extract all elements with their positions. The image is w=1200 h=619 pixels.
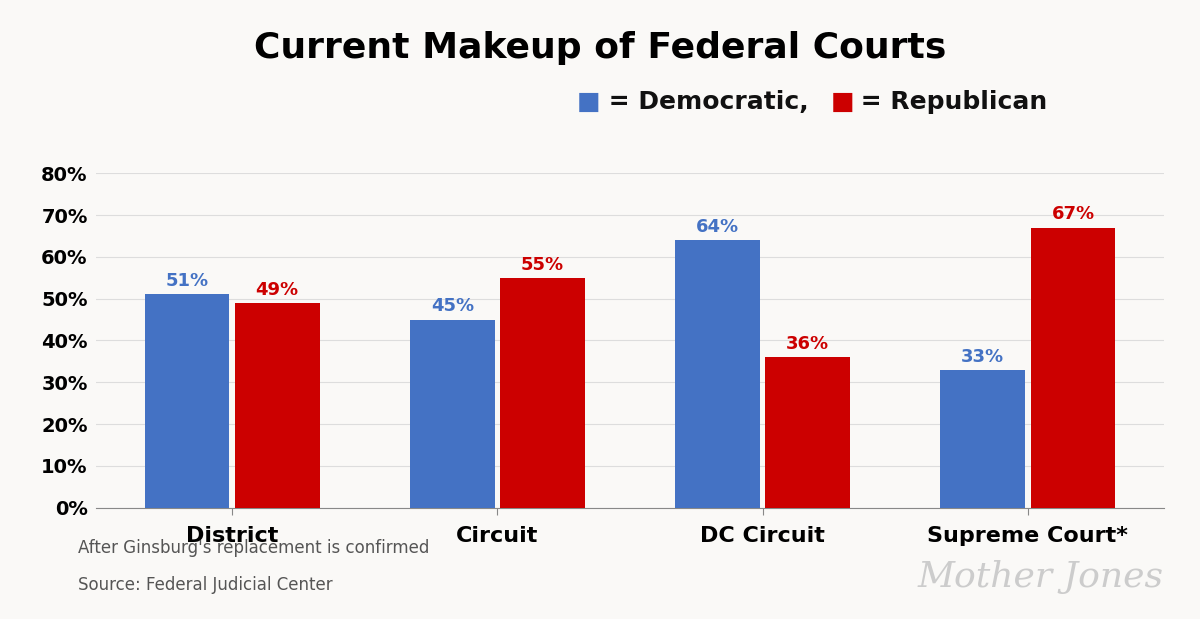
Bar xyxy=(1031,228,1116,508)
Text: 33%: 33% xyxy=(961,347,1004,365)
Bar xyxy=(676,240,760,508)
Text: 55%: 55% xyxy=(521,256,564,274)
Text: 64%: 64% xyxy=(696,218,739,236)
Bar xyxy=(144,295,229,508)
Bar xyxy=(235,303,319,508)
Text: 51%: 51% xyxy=(166,272,209,290)
Bar xyxy=(500,278,584,508)
Text: 67%: 67% xyxy=(1051,206,1094,223)
Text: = Republican: = Republican xyxy=(852,90,1048,114)
Text: Mother Jones: Mother Jones xyxy=(918,560,1164,594)
Text: Source: Federal Judicial Center: Source: Federal Judicial Center xyxy=(78,576,332,594)
Text: = Democratic,: = Democratic, xyxy=(600,90,826,114)
Text: ■: ■ xyxy=(830,90,854,114)
Text: ■: ■ xyxy=(576,90,600,114)
Bar xyxy=(410,319,494,508)
Text: Current Makeup of Federal Courts: Current Makeup of Federal Courts xyxy=(254,31,946,65)
Text: 49%: 49% xyxy=(256,280,299,299)
Text: 36%: 36% xyxy=(786,335,829,353)
Bar xyxy=(766,357,850,508)
Bar xyxy=(941,370,1025,508)
Text: 45%: 45% xyxy=(431,297,474,315)
Text: After Ginsburg's replacement is confirmed: After Ginsburg's replacement is confirme… xyxy=(78,539,430,557)
